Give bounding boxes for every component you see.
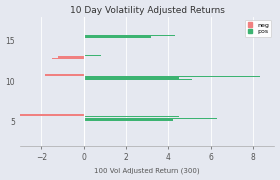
Bar [20, 114, 84, 116]
Bar [84, 119, 173, 121]
Title: 10 Day Volatility Adjusted Returns: 10 Day Volatility Adjusted Returns [70, 6, 225, 15]
Bar [58, 56, 84, 58]
Bar [84, 118, 217, 119]
Bar [84, 38, 85, 39]
Bar [84, 55, 101, 56]
Bar [84, 76, 260, 77]
Bar [52, 58, 84, 59]
X-axis label: 100 Vol Adjusted Return (300): 100 Vol Adjusted Return (300) [94, 168, 200, 174]
Legend: neg, pos: neg, pos [245, 20, 271, 37]
Bar [84, 79, 192, 80]
Bar [84, 35, 175, 36]
Bar [84, 36, 151, 38]
Bar [84, 116, 179, 117]
Bar [84, 77, 179, 79]
Bar [45, 74, 84, 76]
